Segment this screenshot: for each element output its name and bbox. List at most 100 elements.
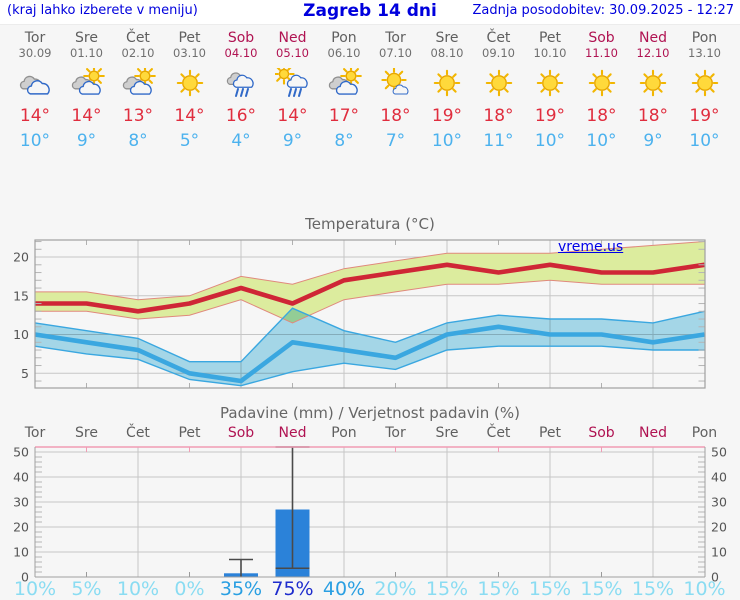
precipitation-probability: 75% — [271, 578, 314, 600]
day-name: Čet — [126, 30, 150, 46]
precip-day-label: Sob — [588, 425, 615, 441]
svg-text:10: 10 — [13, 327, 29, 342]
day-date: 02.10 — [121, 46, 155, 60]
day-date: 01.10 — [70, 46, 103, 60]
low-temp: 11° — [483, 131, 514, 151]
day-column: Sob 04.10 16° 4° — [215, 30, 267, 151]
low-temp: 10° — [19, 131, 51, 151]
low-temp: 5° — [179, 131, 200, 151]
day-name: Pon — [691, 30, 718, 46]
precipitation-probability: 10% — [683, 578, 726, 600]
day-column: Pon 13.10 19° 10° — [679, 30, 731, 151]
svg-text:10: 10 — [13, 545, 29, 560]
sunny-icon — [536, 69, 564, 97]
sunny-icon — [176, 69, 203, 97]
day-name: Tor — [385, 30, 406, 46]
precip-day-label: Sre — [75, 425, 98, 441]
weather-icon — [61, 65, 113, 100]
svg-text:5: 5 — [21, 366, 29, 381]
weather-icon — [421, 68, 473, 100]
precipitation-probability: 5% — [71, 578, 102, 600]
day-date: 04.10 — [224, 46, 258, 60]
weather-icon — [679, 68, 731, 100]
precip-day-label: Tor — [24, 425, 46, 441]
day-date: 09.10 — [482, 46, 515, 60]
high-temp: 16° — [225, 106, 257, 126]
precipitation-probability: 15% — [425, 578, 469, 600]
precip-day-label: Čet — [486, 425, 511, 441]
day-date: 08.10 — [430, 46, 464, 60]
day-date: 11.10 — [585, 46, 618, 60]
day-name: Čet — [486, 30, 511, 46]
precip-day-label: Pon — [691, 425, 718, 441]
sunny-icon — [639, 69, 667, 97]
menu-hint: (kraj lahko izberete v meniju) — [7, 3, 198, 18]
high-temp: 14° — [277, 106, 308, 126]
day-column: Tor 07.10 18° 7° — [370, 30, 422, 151]
svg-text:15: 15 — [13, 288, 29, 303]
weather-icon — [267, 63, 319, 100]
day-column: Čet 09.10 18° 11° — [473, 30, 525, 151]
low-temp: 9° — [282, 131, 303, 151]
day-date: 10.10 — [533, 46, 567, 60]
sun-rain-icon — [272, 63, 308, 97]
low-temp: 8° — [334, 131, 354, 151]
high-temp: 18° — [586, 106, 617, 126]
precipitation-probability: 15% — [631, 578, 675, 600]
precipitation-probability: 10% — [116, 578, 160, 600]
precipitation-probability: 0% — [174, 578, 205, 600]
high-temp: 19° — [431, 106, 463, 126]
precip-day-label: Pet — [178, 425, 201, 441]
day-column: Ned 05.10 14° 9° — [267, 30, 319, 151]
temperature-chart-title: Temperatura (°C) — [305, 215, 435, 233]
day-column: Pon 06.10 17° 8° — [318, 30, 370, 151]
day-name: Pet — [178, 30, 201, 46]
weather-icon — [627, 68, 679, 100]
sunny-icon — [588, 69, 615, 97]
svg-text:20: 20 — [711, 520, 727, 535]
weather-icon — [164, 68, 216, 100]
precipitation-probability: 40% — [322, 578, 366, 600]
last-update: Zadnja posodobitev: 30.09.2025 - 12:27 — [472, 3, 734, 18]
day-column: Pet 10.10 19° 10° — [524, 30, 576, 151]
day-column: Pet 03.10 14° 5° — [164, 30, 216, 151]
svg-text:10: 10 — [711, 545, 727, 560]
weather-icon — [524, 68, 576, 100]
high-temp: 13° — [122, 106, 154, 126]
day-date: 30.09 — [18, 46, 52, 60]
day-column: Čet 02.10 13° 8° — [112, 30, 164, 151]
svg-text:0: 0 — [21, 570, 29, 585]
day-name: Sob — [588, 30, 615, 46]
low-temp: 9° — [76, 131, 97, 151]
mostly-sunny-icon — [380, 67, 408, 95]
weather-icon — [473, 68, 525, 100]
day-date: 05.10 — [276, 46, 309, 60]
precipitation-chart: 0 0 10 10 20 20 30 30 40 40 50 50 — [13, 445, 727, 585]
low-temp: 7° — [385, 131, 406, 151]
precip-day-label: Tor — [385, 425, 406, 441]
weather-icon — [318, 65, 370, 100]
low-temp: 4° — [231, 131, 251, 151]
svg-text:20: 20 — [13, 520, 29, 535]
day-column: Sre 01.10 14° 9° — [61, 30, 113, 151]
day-name: Sre — [435, 30, 459, 46]
page-title: Zagreb 14 dni — [303, 1, 437, 21]
precipitation-probability: 10% — [13, 578, 57, 600]
svg-text:20: 20 — [13, 250, 29, 265]
day-name: Pon — [331, 30, 357, 46]
svg-text:30: 30 — [711, 495, 727, 510]
precip-day-label: Pet — [538, 425, 562, 441]
low-temp: 9° — [643, 131, 663, 151]
day-date: 13.10 — [688, 46, 721, 60]
precip-day-label: Sob — [227, 425, 255, 441]
high-temp: 14° — [19, 106, 51, 126]
sunny-icon — [433, 69, 461, 97]
sunny-icon — [485, 69, 512, 97]
day-name: Sre — [75, 30, 98, 46]
vreme-us-link[interactable]: vreme.us — [558, 239, 624, 255]
weather-icon — [215, 68, 267, 100]
low-temp: 10° — [534, 131, 566, 151]
precipitation-probability: 15% — [477, 578, 520, 600]
day-date: 06.10 — [327, 46, 361, 60]
high-temp: 14° — [174, 106, 205, 126]
